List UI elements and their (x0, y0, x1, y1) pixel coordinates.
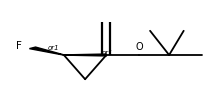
Text: F: F (16, 41, 22, 51)
Polygon shape (29, 47, 64, 55)
Text: or1: or1 (48, 45, 60, 51)
Text: O: O (135, 42, 143, 52)
Text: or1: or1 (101, 50, 113, 56)
Polygon shape (64, 54, 106, 56)
